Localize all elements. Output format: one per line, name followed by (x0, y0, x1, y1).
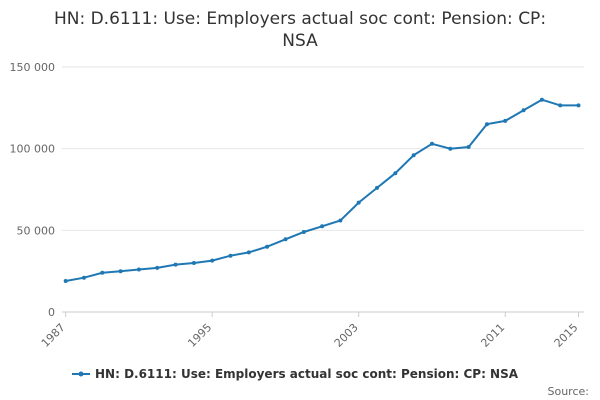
data-point[interactable] (320, 224, 325, 229)
data-point[interactable] (246, 250, 251, 255)
data-point[interactable] (448, 146, 453, 151)
data-point[interactable] (301, 230, 306, 234)
plot-area (63, 97, 581, 283)
data-point[interactable] (118, 269, 123, 274)
data-point[interactable] (173, 262, 178, 267)
chart-title-line-2: NSA (282, 31, 318, 51)
x-tick-label: 2015 (552, 321, 581, 350)
data-point[interactable] (82, 275, 86, 280)
data-point[interactable] (484, 122, 489, 127)
data-point[interactable] (503, 118, 508, 123)
chart-title: HN: D.6111: Use: Employers actual soc co… (54, 9, 546, 51)
data-point[interactable] (576, 103, 581, 108)
data-point[interactable] (356, 200, 361, 205)
data-point[interactable] (393, 171, 398, 176)
source-credit: Source: (548, 385, 590, 398)
legend-dot-marker (78, 371, 84, 377)
y-axis: 0 50 000 100 000 150 000 (10, 61, 56, 319)
data-point[interactable] (558, 103, 563, 108)
chart-title-line-1: HN: D.6111: Use: Employers actual soc co… (54, 9, 546, 29)
x-axis: 1987 1995 2003 2011 2015 (39, 311, 584, 350)
data-point[interactable] (100, 270, 105, 275)
x-tick-label: 1987 (39, 321, 68, 350)
x-tick-label: 2003 (332, 321, 361, 350)
data-point[interactable] (411, 153, 416, 158)
data-point[interactable] (63, 279, 68, 283)
x-tick-label: 2011 (478, 321, 507, 350)
data-point[interactable] (228, 253, 233, 258)
gridlines (62, 66, 584, 231)
data-point[interactable] (466, 145, 471, 149)
data-point[interactable] (521, 108, 526, 113)
legend-label: HN: D.6111: Use: Employers actual soc co… (95, 367, 519, 381)
y-tick-label: 0 (48, 306, 55, 319)
data-point[interactable] (265, 244, 270, 249)
y-tick-label: 100 000 (10, 143, 56, 156)
legend[interactable]: HN: D.6111: Use: Employers actual soc co… (72, 367, 519, 381)
data-point[interactable] (155, 265, 160, 270)
data-point[interactable] (338, 218, 343, 223)
y-tick-label: 50 000 (17, 224, 56, 237)
data-point[interactable] (136, 267, 141, 272)
data-point[interactable] (210, 258, 215, 263)
series-line (65, 98, 579, 282)
y-tick-label: 150 000 (10, 61, 56, 74)
data-point[interactable] (283, 237, 288, 242)
x-tick-label: 1995 (185, 321, 214, 350)
data-point[interactable] (375, 185, 379, 190)
data-point[interactable] (539, 97, 544, 102)
data-point[interactable] (430, 141, 434, 146)
data-point[interactable] (191, 261, 196, 265)
